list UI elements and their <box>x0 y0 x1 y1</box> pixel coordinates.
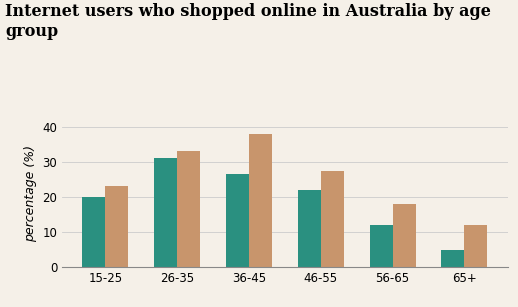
Bar <box>226 174 249 267</box>
Text: Internet users who shopped online in Australia by age
group: Internet users who shopped online in Aus… <box>5 3 491 40</box>
Bar <box>177 151 200 267</box>
Bar <box>465 225 487 267</box>
Bar <box>298 190 321 267</box>
Bar <box>370 225 393 267</box>
Bar <box>249 134 272 267</box>
Bar <box>154 158 177 267</box>
Bar <box>441 250 465 267</box>
Bar <box>321 171 344 267</box>
Bar <box>82 197 105 267</box>
Bar <box>393 204 415 267</box>
Y-axis label: percentage (%): percentage (%) <box>24 145 37 242</box>
Bar <box>105 186 128 267</box>
